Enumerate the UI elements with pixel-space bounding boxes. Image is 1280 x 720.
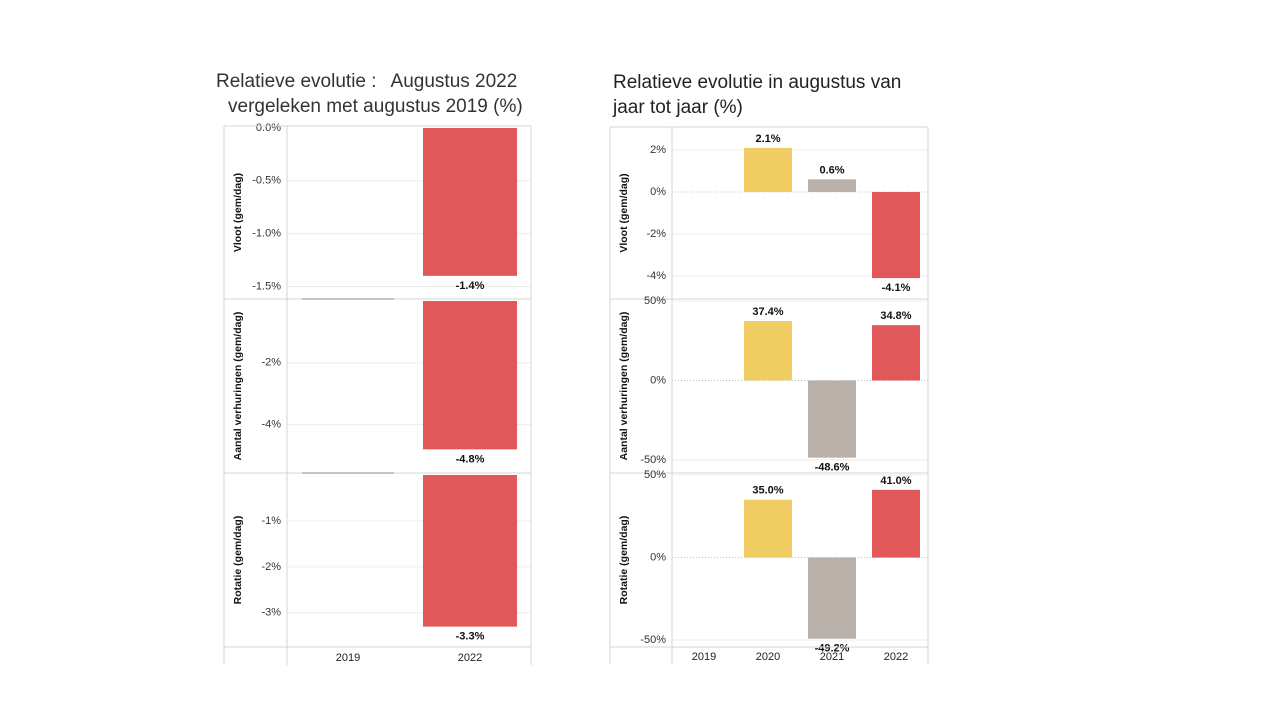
left-chart-title-line1: Relatieve evolutie : Augustus 2022 [216, 69, 517, 94]
data-label: -1.4% [456, 280, 485, 292]
chart-1: 0.0% -0.5% -1.0% -1.5% -1.4% Vloot (gem/dag) -… [223, 122, 532, 665]
y-axis-label: Rotatie (gem/dag) [232, 516, 244, 605]
y-tick-label: 0% [650, 186, 666, 198]
data-label: 41.0% [880, 475, 911, 487]
panel-2: 50% 0% -50% 37.4% -48.6% 34.8% Aantal verhurin… [610, 295, 928, 474]
data-label: -49.2% [815, 643, 850, 655]
bar [744, 499, 792, 558]
y-tick-label: -1.5% [252, 280, 281, 292]
data-label: 0.6% [819, 164, 844, 176]
panel-1: 0.0% -0.5% -1.0% -1.5% -1.4% Vloot (gem/dag) [224, 122, 531, 300]
y-axis-label: Vloot (gem/dag) [232, 173, 244, 252]
bar [872, 325, 920, 381]
y-axis-label: Vloot (gem/dag) [618, 173, 630, 252]
x-tick-label: 2020 [756, 651, 780, 663]
chart-2: 2% 0% -2% -4% 2.1% 0.6% -4.1% Vloot (gem/dag) 50… [609, 126, 929, 664]
x-tick-label: 2019 [692, 651, 716, 663]
y-tick-label: -1.0% [252, 228, 281, 240]
y-tick-label: 0.0% [256, 122, 281, 134]
x-tick-label: 2022 [458, 652, 482, 664]
y-tick-label: 0% [650, 374, 666, 386]
y-tick-label: 0% [650, 551, 666, 563]
panel-3: 50% 0% -50% 35.0% -49.2% 41.0% Rotatie (gem/da… [610, 469, 928, 655]
y-tick-label: -0.5% [252, 175, 281, 187]
y-tick-label: 2% [650, 144, 666, 156]
bar [423, 128, 517, 276]
data-label: 2.1% [755, 133, 780, 145]
bar [808, 179, 856, 192]
y-tick-label: -2% [261, 357, 281, 369]
y-axis-label: Aantal verhuringen (gem/dag) [618, 312, 630, 461]
x-tick-label: 2022 [884, 651, 908, 663]
bar [808, 380, 856, 458]
x-tick-label: 2019 [336, 652, 360, 664]
data-label: -3.3% [456, 631, 485, 643]
y-tick-label: -50% [640, 454, 666, 466]
y-tick-label: -1% [261, 515, 281, 527]
bar [423, 301, 517, 450]
y-tick-label: -3% [261, 607, 281, 619]
panel-2: -2% -4% -4.8% Aantal verhuringen (gem/dag) [224, 298, 531, 474]
y-axis-label: Rotatie (gem/dag) [618, 516, 630, 605]
left-chart-title-prefix: Relatieve evolutie : [216, 71, 377, 92]
x-tick-label: 2021 [820, 651, 844, 663]
y-tick-label: 50% [644, 295, 666, 307]
y-tick-label: 50% [644, 469, 666, 481]
data-label: -4.8% [456, 453, 485, 465]
y-axis-label: Aantal verhuringen (gem/dag) [232, 312, 244, 461]
data-label: -4.1% [882, 282, 911, 294]
left-chart-title-line2: vergeleken met augustus 2019 (%) [228, 96, 523, 117]
bar [808, 557, 856, 639]
panel-3: -1% -2% -3% -3.3% Rotatie (gem/dag) [224, 472, 531, 648]
right-chart-title-line1: Relatieve evolutie in augustus van [613, 72, 902, 93]
bar [744, 321, 792, 381]
panel-1: 2% 0% -2% -4% 2.1% 0.6% -4.1% Vloot (gem/dag) [610, 133, 928, 300]
bar [872, 489, 920, 558]
y-tick-label: -2% [646, 228, 666, 240]
data-label: 35.0% [752, 485, 783, 497]
right-chart-title-line2: jaar tot jaar (%) [613, 97, 743, 118]
data-label: -48.6% [815, 462, 850, 474]
data-label: 37.4% [752, 306, 783, 318]
bar [744, 147, 792, 192]
data-label: 34.8% [880, 310, 911, 322]
left-chart-title-suffix: Augustus 2022 [390, 71, 518, 92]
y-tick-label: -4% [261, 419, 281, 431]
y-tick-label: -2% [261, 561, 281, 573]
y-tick-label: -4% [646, 270, 666, 282]
bar [872, 192, 920, 279]
bar [423, 475, 517, 627]
y-tick-label: -50% [640, 634, 666, 646]
